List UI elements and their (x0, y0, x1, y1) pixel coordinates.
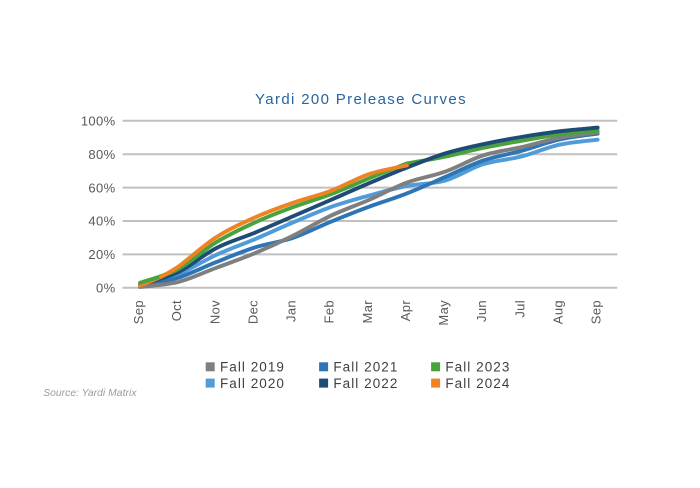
svg-text:Mar: Mar (360, 300, 375, 324)
svg-text:0%: 0% (96, 281, 116, 296)
svg-text:Dec: Dec (245, 300, 260, 324)
svg-text:Fall 2021: Fall 2021 (333, 360, 398, 375)
svg-text:May: May (436, 300, 451, 326)
svg-text:Fall 2023: Fall 2023 (445, 360, 510, 375)
svg-text:Yardi 200 Prelease Curves: Yardi 200 Prelease Curves (255, 91, 467, 108)
svg-text:20%: 20% (88, 247, 115, 262)
svg-text:Aug: Aug (550, 300, 565, 324)
svg-text:60%: 60% (88, 180, 115, 195)
svg-text:Nov: Nov (207, 300, 222, 324)
svg-text:Fall 2019: Fall 2019 (220, 360, 285, 375)
svg-text:Fall 2022: Fall 2022 (333, 376, 398, 391)
svg-text:Fall 2024: Fall 2024 (445, 376, 510, 391)
svg-text:Sep: Sep (589, 300, 604, 324)
svg-text:Apr: Apr (398, 300, 413, 322)
svg-text:Jun: Jun (474, 300, 489, 322)
svg-text:100%: 100% (81, 114, 116, 129)
svg-text:Feb: Feb (322, 300, 337, 323)
svg-text:Sep: Sep (131, 300, 146, 324)
svg-text:Fall 2020: Fall 2020 (220, 376, 285, 391)
svg-text:Source: Yardi Matrix: Source: Yardi Matrix (43, 388, 137, 399)
svg-text:Jan: Jan (284, 300, 299, 322)
svg-text:Oct: Oct (169, 300, 184, 321)
svg-text:40%: 40% (88, 214, 115, 229)
svg-text:Jul: Jul (512, 300, 527, 318)
svg-text:80%: 80% (88, 147, 115, 162)
